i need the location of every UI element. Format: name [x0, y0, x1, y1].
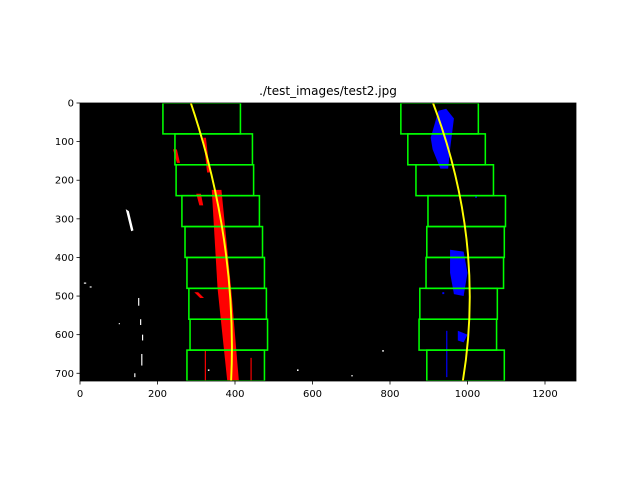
- y-tick-label: 100: [55, 137, 74, 148]
- x-tick-label: 1000: [455, 389, 480, 400]
- image: [80, 103, 576, 381]
- x-tick-label: 1200: [532, 389, 557, 400]
- y-tick-label: 300: [55, 214, 74, 225]
- y-tick-label: 500: [55, 292, 74, 303]
- y-tick-label: 200: [55, 176, 74, 187]
- y-tick-label: 0: [68, 99, 74, 110]
- x-tick-label: 400: [225, 389, 244, 400]
- axes-frame: [79, 102, 577, 382]
- x-tick-label: 0: [77, 389, 83, 400]
- x-tick-label: 600: [303, 389, 322, 400]
- x-tick-label: 200: [148, 389, 167, 400]
- x-tick-label: 800: [380, 389, 399, 400]
- y-tick-label: 400: [55, 253, 74, 264]
- y-tick-label: 700: [55, 369, 74, 380]
- chart-title: ./test_images/test2.jpg: [259, 84, 397, 98]
- y-tick-label: 600: [55, 330, 74, 341]
